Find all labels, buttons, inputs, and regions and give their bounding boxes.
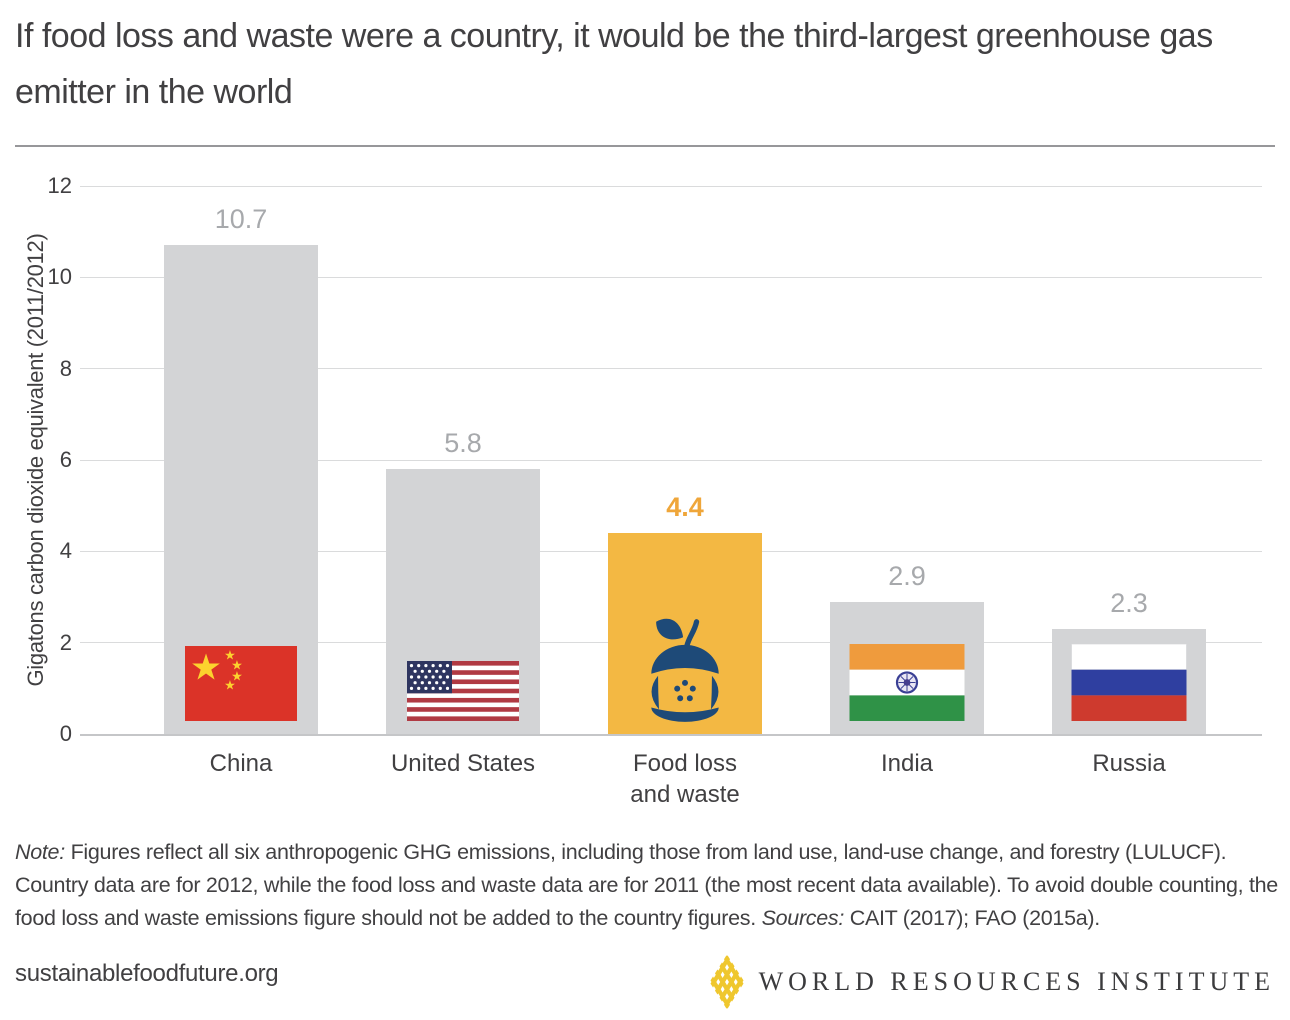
russia-flag-icon bbox=[1071, 644, 1187, 721]
bar-united-states bbox=[386, 469, 540, 734]
india-flag-icon bbox=[849, 644, 965, 721]
bar-slot-united-states: 5.8 bbox=[386, 186, 540, 734]
bar-slot-russia: 2.3 bbox=[1052, 186, 1206, 734]
bar-china: ★ ★ ★ ★ ★ bbox=[164, 245, 318, 734]
gridline bbox=[80, 276, 1262, 278]
svg-text:★: ★ bbox=[224, 649, 236, 664]
y-tick-label: 8 bbox=[59, 355, 72, 381]
sources-label: Sources: bbox=[761, 906, 845, 930]
bar-russia bbox=[1052, 629, 1206, 734]
chart-title: If food loss and waste were a country, i… bbox=[15, 17, 1213, 111]
bar-slot-china: 10.7 ★ ★ ★ ★ ★ bbox=[164, 186, 318, 734]
y-axis-title: Gigatons carbon dioxide equivalent (2011… bbox=[23, 233, 48, 687]
bar-value-label: 2.9 bbox=[888, 561, 926, 591]
header-divider bbox=[15, 145, 1275, 147]
gridline bbox=[80, 368, 1262, 370]
bar-value-label: 10.7 bbox=[214, 204, 268, 234]
gridline bbox=[80, 733, 1262, 736]
x-label-united-states: United States bbox=[390, 750, 536, 777]
svg-text:★: ★ bbox=[231, 659, 243, 674]
y-tick-label: 6 bbox=[59, 447, 72, 472]
bar-india bbox=[830, 602, 984, 734]
apple-core-icon bbox=[651, 618, 719, 722]
svg-text:★: ★ bbox=[190, 648, 222, 689]
bar-food-loss-and-waste bbox=[608, 533, 762, 734]
wri-wordmark: WORLD RESOURCES INSTITUTE bbox=[758, 967, 1275, 996]
gridline bbox=[80, 185, 1262, 187]
x-label-china: China bbox=[209, 750, 273, 777]
bar-value-label: 2.3 bbox=[1110, 588, 1148, 618]
svg-text:★: ★ bbox=[224, 679, 236, 694]
china-flag-icon: ★ ★ ★ ★ ★ bbox=[185, 646, 297, 721]
bar-value-label: 4.4 bbox=[666, 492, 704, 522]
y-tick-label: 2 bbox=[59, 629, 72, 655]
wri-logo: WORLD RESOURCES INSTITUTE bbox=[709, 954, 1275, 1010]
sources-text: CAIT (2017); FAO (2015a). bbox=[844, 906, 1101, 930]
bar-slot-india: 2.9 bbox=[830, 186, 984, 734]
svg-text:★: ★ bbox=[231, 670, 243, 685]
bar-slot-food-loss-and-waste: 4.4 bbox=[608, 186, 762, 734]
x-label-food-loss-and-waste: Food loss and waste bbox=[630, 750, 740, 808]
footnote: Note: Figures reflect all six anthropoge… bbox=[15, 836, 1279, 935]
us-flag-icon bbox=[407, 661, 519, 721]
y-tick-label: 4 bbox=[59, 538, 72, 564]
y-tick-label: 10 bbox=[47, 264, 72, 290]
us-flag-stars bbox=[409, 664, 450, 690]
gridline bbox=[80, 459, 1262, 461]
note-text: Figures reflect all six anthropogenic GH… bbox=[15, 840, 1278, 930]
x-label-russia: Russia bbox=[1092, 750, 1166, 777]
y-tick-label: 12 bbox=[47, 173, 72, 198]
bar-chart: 0 2 4 6 8 10 12 10.7 ★ ★ ★ ★ ★ 5.8 bbox=[0, 173, 1290, 808]
bar-value-label: 5.8 bbox=[444, 428, 482, 458]
y-tick-label: 0 bbox=[59, 721, 72, 746]
x-label-india: India bbox=[880, 750, 934, 777]
website-link[interactable]: sustainablefoodfuture.org bbox=[15, 960, 279, 987]
wri-diamond-icon bbox=[709, 954, 745, 1010]
note-label: Note: bbox=[15, 840, 65, 864]
